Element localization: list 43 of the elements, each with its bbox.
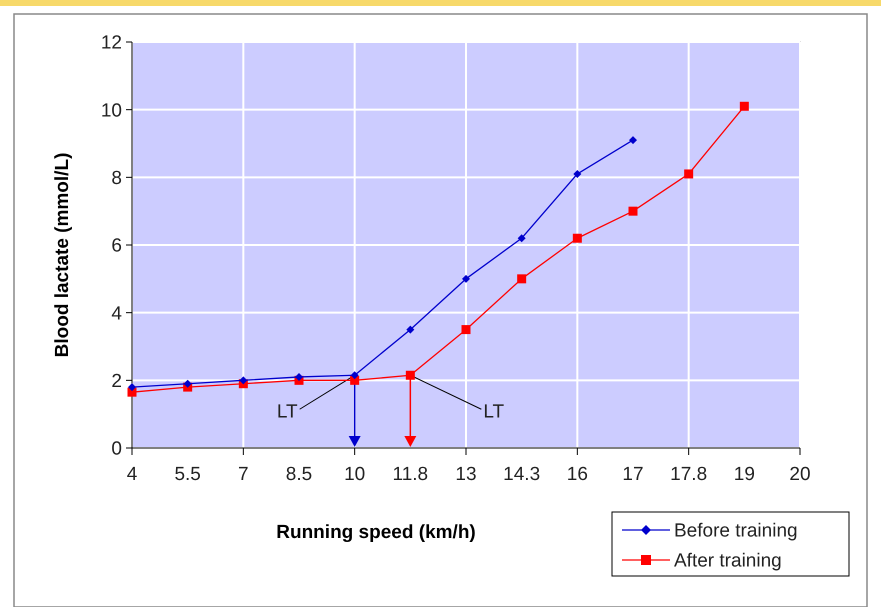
x-tick-label: 14.3 xyxy=(503,464,540,485)
point xyxy=(518,234,526,242)
x-axis-title: Running speed (km/h) xyxy=(276,522,476,543)
y-tick-label: 0 xyxy=(111,438,122,460)
x-tick-label: 8.5 xyxy=(286,464,312,485)
x-tick-label: 20 xyxy=(789,464,811,485)
x-tick-label: 17.8 xyxy=(670,464,708,485)
legend-label: Before training xyxy=(674,520,798,542)
y-tick-label: 8 xyxy=(111,168,122,189)
point xyxy=(740,102,749,111)
point xyxy=(128,383,136,392)
point xyxy=(517,274,526,284)
legend-label: After training xyxy=(674,550,782,572)
annotation: LT xyxy=(483,401,504,422)
x-tick-label: 17 xyxy=(622,464,644,485)
x-tick-label: 13 xyxy=(455,464,477,485)
annotation: LT xyxy=(276,401,298,422)
point xyxy=(629,136,637,144)
x-tick-label: 5.5 xyxy=(174,464,201,485)
point xyxy=(406,326,414,334)
x-tick-label: 10 xyxy=(344,464,366,485)
point xyxy=(462,325,470,334)
y-tick-label: 2 xyxy=(111,370,122,392)
point xyxy=(628,206,638,216)
x-tick-label: 4 xyxy=(126,464,138,485)
y-tick-label: 10 xyxy=(100,100,122,122)
x-tick-label: 11.8 xyxy=(392,464,428,485)
y-tick-label: 12 xyxy=(100,32,122,54)
y-axis-title: Blood lactate (mmol/L) xyxy=(52,152,73,358)
y-tick-label: 4 xyxy=(111,303,122,324)
point xyxy=(239,376,248,384)
point xyxy=(295,372,303,381)
point xyxy=(572,234,582,243)
point xyxy=(573,170,582,178)
x-tick-label: 7 xyxy=(238,464,249,485)
point xyxy=(184,380,192,388)
point xyxy=(462,274,470,283)
point xyxy=(684,169,694,178)
x-tick-label: 19 xyxy=(734,464,755,485)
point xyxy=(406,370,415,380)
point xyxy=(350,371,359,380)
y-tick-label: 6 xyxy=(111,236,122,257)
x-tick-label: 16 xyxy=(566,464,588,485)
